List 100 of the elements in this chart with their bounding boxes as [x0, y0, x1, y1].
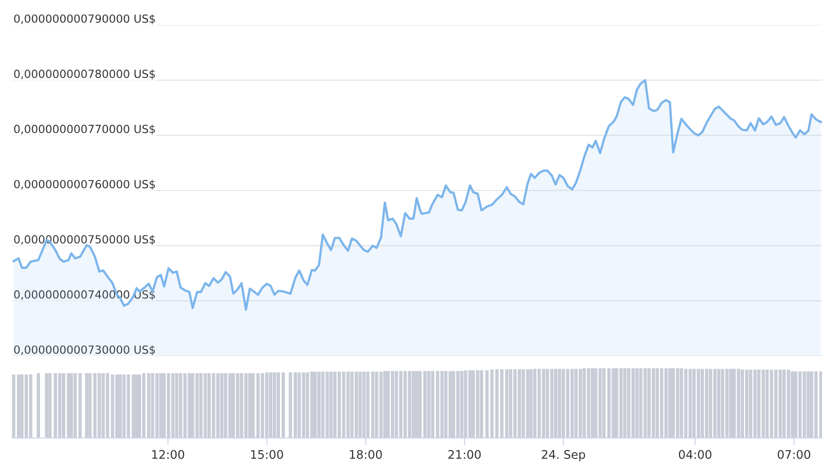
x-tick-label: 24. Sep [542, 450, 586, 462]
bar [212, 373, 216, 438]
bar [408, 370, 412, 438]
bar [122, 374, 126, 438]
bar [464, 370, 468, 438]
bar [748, 370, 752, 438]
bar [490, 369, 494, 438]
bar [753, 370, 757, 438]
bar [456, 370, 460, 438]
bar [106, 373, 110, 438]
bar [199, 373, 203, 438]
bar [317, 372, 321, 438]
bar [725, 368, 729, 438]
bar [85, 373, 88, 438]
bar [623, 368, 626, 438]
bar [676, 368, 680, 438]
bar [208, 373, 211, 438]
bar [635, 368, 639, 438]
bar [619, 368, 623, 438]
bar [346, 372, 350, 438]
x-tick-label: 04:00 [678, 450, 712, 459]
bar [806, 371, 810, 438]
bar [460, 370, 464, 438]
bar [696, 368, 700, 438]
bar [333, 372, 337, 438]
bar [390, 370, 394, 438]
bar [162, 373, 166, 438]
bar [602, 368, 606, 438]
bar [386, 370, 390, 438]
bar [790, 371, 794, 438]
bar [627, 368, 630, 438]
bar [204, 373, 207, 438]
bar [692, 368, 696, 438]
bar [88, 373, 92, 438]
bar [647, 368, 651, 438]
bar [786, 370, 790, 438]
bar [394, 370, 398, 438]
bar [374, 372, 378, 438]
x-tick-label: 07:00 [778, 450, 810, 459]
bar [329, 372, 333, 438]
bar [383, 370, 387, 438]
bar [729, 368, 732, 438]
bar [138, 374, 142, 438]
bar [770, 370, 774, 438]
bar [798, 371, 802, 438]
bar [782, 370, 786, 438]
bar [178, 373, 182, 438]
bar [313, 372, 317, 438]
bar [732, 368, 736, 438]
bar [216, 373, 220, 438]
bar [166, 373, 170, 438]
bar [220, 373, 224, 438]
bar [720, 368, 724, 438]
bar [379, 372, 383, 438]
bar [740, 370, 744, 438]
bar [774, 370, 778, 438]
bar [150, 373, 154, 438]
bar [652, 368, 656, 438]
bar [350, 372, 354, 438]
bar [102, 373, 105, 438]
bar [195, 373, 199, 438]
bar [155, 373, 159, 438]
y-tick-label: 0,000000000770000 US$ [14, 124, 155, 135]
bar [672, 368, 675, 438]
bar [423, 370, 427, 438]
bar [93, 373, 97, 438]
x-tick-label: 21:00 [448, 450, 481, 459]
bar [680, 368, 684, 438]
bar [228, 373, 232, 438]
bar [668, 368, 672, 438]
bar [98, 373, 101, 438]
x-tick-label: 12:00 [152, 450, 184, 459]
bar [354, 372, 358, 438]
bar [631, 368, 635, 438]
bar [191, 373, 194, 438]
bar [802, 371, 806, 438]
bar [188, 373, 192, 438]
y-tick-label: 0,000000000750000 US$ [14, 234, 155, 245]
bar [224, 373, 228, 438]
bar [110, 374, 114, 438]
bar [664, 368, 668, 438]
x-tick-label: 18:00 [350, 450, 382, 459]
bar [485, 370, 489, 438]
y-tick-label: 0,000000000730000 US$ [14, 345, 155, 356]
bar [358, 372, 362, 438]
bar [819, 371, 822, 438]
bar [765, 370, 769, 438]
y-tick-label: 0,000000000760000 US$ [14, 180, 155, 190]
bar [713, 368, 717, 438]
bar [708, 368, 712, 438]
bar [452, 370, 456, 438]
bar [614, 368, 618, 438]
bar [717, 368, 720, 438]
y-tick-label: 0,000000000790000 US$ [14, 14, 155, 24]
bar [736, 368, 740, 438]
bar [159, 373, 162, 438]
bar [183, 373, 187, 438]
bar [118, 374, 122, 438]
x-tick-label: 15:00 [251, 450, 284, 459]
bar [468, 370, 472, 438]
